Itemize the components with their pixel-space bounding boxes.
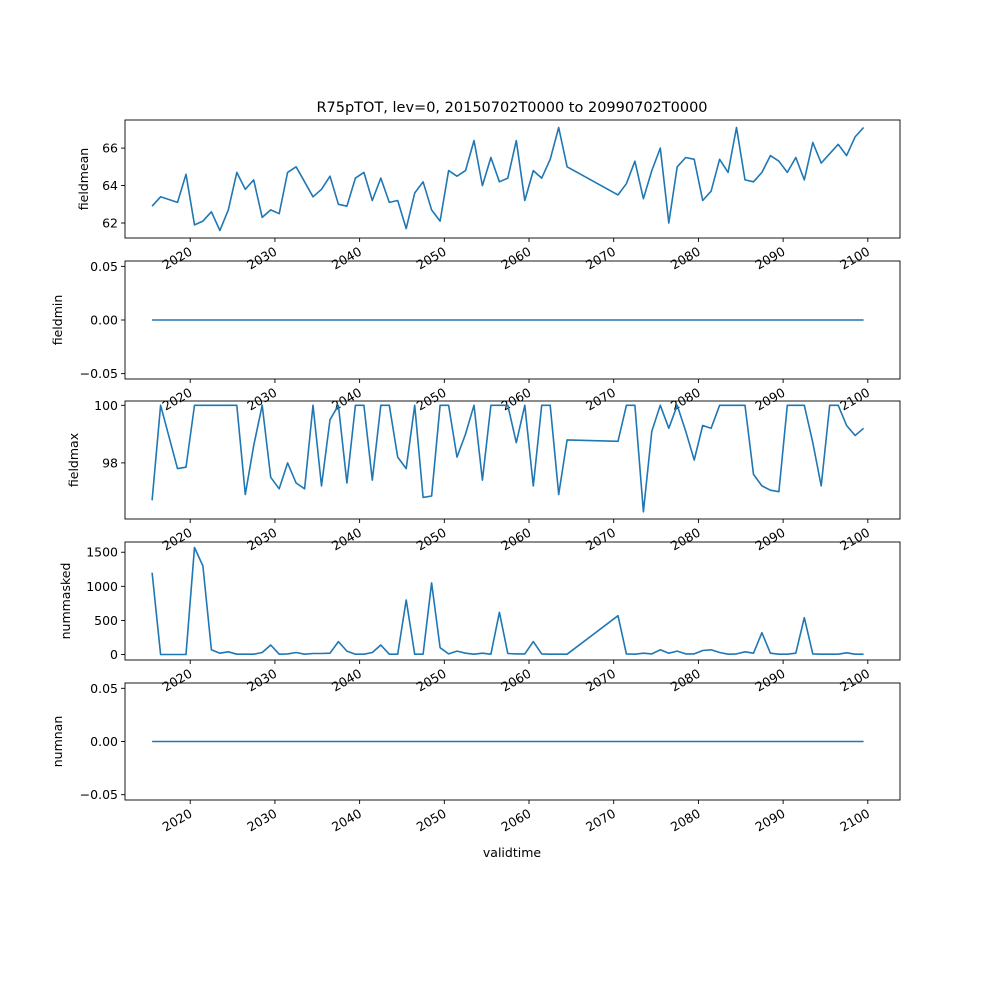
series-line-fieldmean (151, 126, 865, 232)
x-tick-label: 2080 (668, 244, 703, 273)
x-tick-label: 2060 (498, 806, 533, 835)
x-tick-label: 2040 (329, 806, 364, 835)
x-tick-label: 2050 (414, 244, 449, 273)
y-tick-label: 500 (94, 613, 118, 628)
x-tick-label: 2020 (160, 244, 195, 273)
y-tick-label: 0.00 (90, 313, 118, 328)
axes-frame (124, 400, 901, 520)
x-tick-label: 2070 (583, 244, 618, 273)
y-axis-label-fieldmin: fieldmin (50, 295, 65, 346)
x-tick-label: 2080 (668, 525, 703, 554)
x-tick-label: 2020 (160, 806, 195, 835)
axes-frame (124, 541, 901, 661)
x-tick-label: 2090 (753, 525, 788, 554)
series-line-nummasked (151, 546, 864, 656)
x-tick-label: 2100 (837, 525, 872, 554)
x-tick-label: 2090 (753, 244, 788, 273)
x-tick-label: 2060 (498, 244, 533, 273)
x-axis-label: validtime (483, 845, 541, 860)
x-tick-label: 2060 (498, 525, 533, 554)
x-tick-label: 2100 (837, 244, 872, 273)
panels: 62 64 66 2020 2030 2040 2050 2060 2070 2080 2090 21… (50, 119, 901, 835)
x-tick-label: 2030 (244, 244, 279, 273)
y-axis-label-fieldmax: fieldmax (66, 433, 81, 487)
x-tick-label: 2070 (583, 525, 618, 554)
x-tick-label: 2060 (498, 666, 533, 695)
x-tick-label: 2090 (753, 806, 788, 835)
x-tick-label: 2020 (160, 525, 195, 554)
y-tick-label: 100 (94, 398, 118, 413)
x-tick-label: 2070 (583, 806, 618, 835)
x-tick-label: 2050 (414, 806, 449, 835)
y-axis-label-nummasked: nummasked (58, 563, 73, 640)
x-tick-label: 2050 (414, 525, 449, 554)
x-tick-label: 2080 (668, 666, 703, 695)
x-tick-label: 2040 (329, 385, 364, 414)
y-tick-label: 1500 (86, 545, 118, 560)
panel-fieldmax: 98 100 2020 2030 2040 2050 2060 2070 2080 2090 210… (66, 398, 901, 554)
series-line-fieldmax (151, 404, 865, 513)
x-tick-label: 2090 (753, 385, 788, 414)
x-tick-label: 2030 (244, 806, 279, 835)
x-tick-label: 2100 (837, 666, 872, 695)
x-tick-label: 2080 (668, 806, 703, 835)
x-tick-label: 2020 (160, 666, 195, 695)
y-tick-label: 0 (110, 647, 118, 662)
x-tick-label: 2040 (329, 244, 364, 273)
axes-frame (124, 119, 901, 239)
panel-numnan: −0.05 0.00 0.05 2020 2030 2040 2050 2060 2070 208… (50, 681, 901, 835)
y-tick-label: 1000 (86, 579, 118, 594)
panel-fieldmean: 62 64 66 2020 2030 2040 2050 2060 2070 2080 2090 21… (76, 119, 901, 273)
x-tick-label: 2090 (753, 666, 788, 695)
y-tick-label: 62 (102, 216, 118, 231)
y-tick-label: 0.00 (90, 734, 118, 749)
x-tick-label: 2030 (244, 666, 279, 695)
y-tick-label: 64 (102, 178, 118, 193)
y-tick-label: 0.05 (90, 259, 118, 274)
chart-title: R75pTOT, lev=0, 20150702T0000 to 2099070… (316, 100, 707, 116)
x-tick-label: 2070 (583, 666, 618, 695)
x-tick-label: 2070 (583, 385, 618, 414)
x-tick-label: 2050 (414, 666, 449, 695)
x-tick-label: 2100 (837, 806, 872, 835)
x-tick-label: 2050 (414, 385, 449, 414)
y-axis-label-numnan: numnan (50, 716, 65, 768)
x-tick-label: 2080 (668, 385, 703, 414)
x-tick-label: 2100 (837, 385, 872, 414)
y-axis-label-fieldmean: fieldmean (76, 148, 91, 210)
y-tick-label: 98 (102, 455, 118, 470)
y-tick-label: 0.05 (90, 681, 118, 696)
y-tick-label: −0.05 (80, 787, 118, 802)
x-tick-label: 2040 (329, 666, 364, 695)
x-tick-label: 2030 (244, 525, 279, 554)
x-tick-label: 2060 (498, 385, 533, 414)
panel-nummasked: 0 500 1000 1500 2020 2030 2040 2050 2060 2070 2080… (58, 541, 901, 695)
x-tick-label: 2020 (160, 385, 195, 414)
x-tick-label: 2040 (329, 525, 364, 554)
y-tick-label: −0.05 (80, 366, 118, 381)
y-tick-label: 66 (102, 141, 118, 156)
